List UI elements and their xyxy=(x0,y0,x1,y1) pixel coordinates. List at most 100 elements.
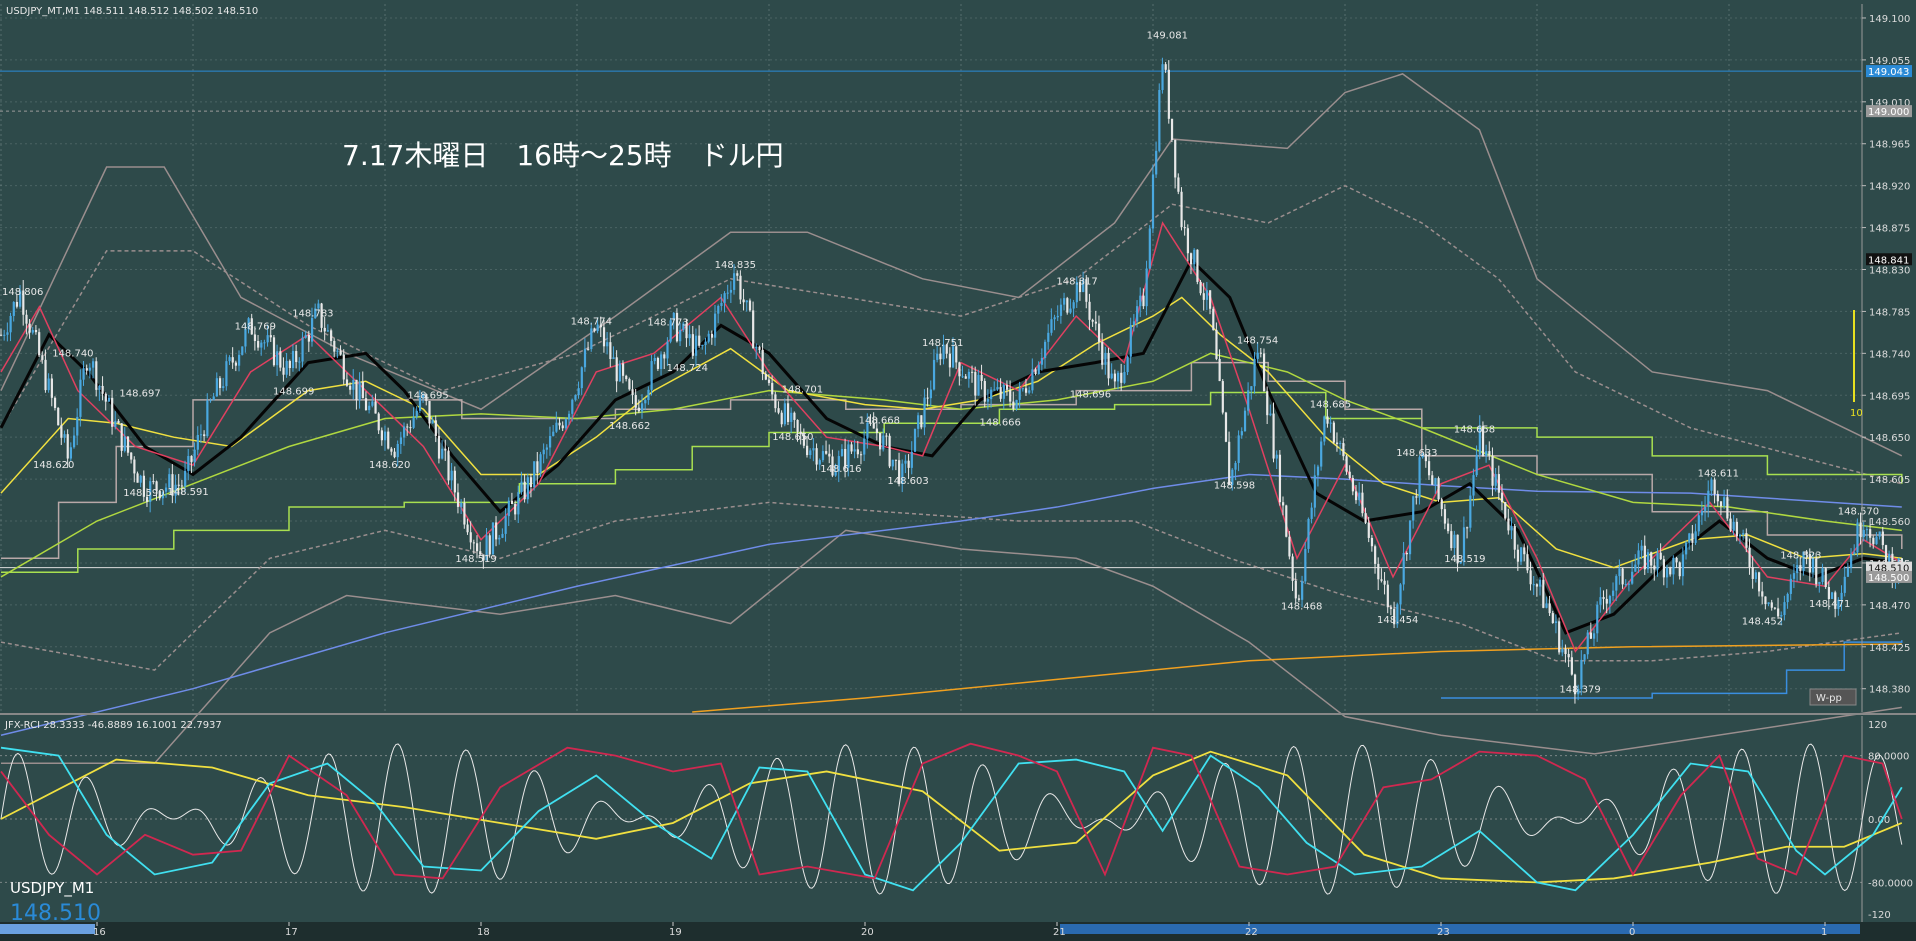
wpp-label-text: W-pp xyxy=(1816,693,1842,704)
candle-up xyxy=(368,405,371,411)
time-tick-label: 18 xyxy=(477,927,490,938)
candle-down xyxy=(390,448,393,452)
swing-price-label: 148.699 xyxy=(273,387,314,398)
candle-up xyxy=(1453,534,1456,549)
candle-up xyxy=(790,412,793,422)
candle-down xyxy=(437,435,441,459)
candle-up xyxy=(539,454,542,473)
candle-up xyxy=(1021,388,1024,390)
candle-down xyxy=(66,434,69,459)
candle-up xyxy=(923,397,926,428)
swing-price-label: 148.590 xyxy=(123,488,164,499)
candle-down xyxy=(475,543,479,552)
candle-up xyxy=(517,492,520,515)
candle-up xyxy=(247,318,250,329)
candle-down xyxy=(234,362,238,366)
candle-up xyxy=(1612,590,1615,596)
candle-down xyxy=(342,354,345,380)
candle-down xyxy=(1488,451,1491,456)
candle-down xyxy=(872,423,875,429)
candle-up xyxy=(114,420,117,427)
candle-up xyxy=(901,463,904,485)
rci-tick-label: 0.00 xyxy=(1868,815,1890,826)
candle-up xyxy=(396,443,399,458)
candle-down xyxy=(1799,565,1802,572)
candle-up xyxy=(840,448,844,457)
candle-up xyxy=(422,394,425,398)
candle-down xyxy=(1669,567,1672,575)
candle-up xyxy=(501,533,504,538)
candle-down xyxy=(879,432,882,450)
candle-down xyxy=(1034,369,1037,375)
candle-down xyxy=(1764,596,1767,605)
candle-up xyxy=(193,449,196,463)
candle-down xyxy=(1202,293,1205,300)
candle-down xyxy=(587,348,590,350)
candle-down xyxy=(133,459,136,474)
candle-down xyxy=(1440,499,1443,510)
candle-up xyxy=(187,456,190,471)
candle-up xyxy=(1634,564,1637,572)
indicator-lines xyxy=(0,73,1903,764)
candles xyxy=(0,57,1903,704)
candle-down xyxy=(1745,533,1748,548)
candle-up xyxy=(1688,533,1691,543)
candle-up xyxy=(1418,457,1421,498)
candle-down xyxy=(1288,536,1291,557)
candle-up xyxy=(1358,492,1361,501)
candle-down xyxy=(272,337,276,366)
swing-price-label: 148.697 xyxy=(119,388,160,399)
candle-down xyxy=(1872,537,1875,545)
price-tick-label: 148.785 xyxy=(1869,307,1910,318)
candle-up xyxy=(1599,597,1602,605)
candle-up xyxy=(1075,281,1078,303)
candle-down xyxy=(1466,527,1469,529)
candle-up xyxy=(1592,633,1596,639)
candle-up xyxy=(1615,576,1618,591)
candle-down xyxy=(656,357,660,369)
candle-down xyxy=(771,382,774,395)
candle-down xyxy=(1285,505,1288,537)
candle-down xyxy=(983,381,986,402)
candle-down xyxy=(101,385,104,394)
candle-down xyxy=(1456,534,1459,564)
candle-up xyxy=(1237,435,1240,463)
candle-down xyxy=(875,428,879,433)
candle-down xyxy=(1735,521,1738,537)
candle-down xyxy=(1529,570,1532,585)
candle-up xyxy=(809,450,812,456)
candle-down xyxy=(1751,567,1754,579)
rci-tick-label: 80.0000 xyxy=(1868,752,1909,763)
candle-down xyxy=(1383,580,1386,585)
mid-ma-lightgreen-line xyxy=(0,352,1902,578)
candle-up xyxy=(1462,527,1466,562)
candle-up xyxy=(1710,479,1713,491)
candle-up xyxy=(222,386,225,388)
candle-up xyxy=(92,361,95,368)
candle-up xyxy=(812,448,815,451)
candle-up xyxy=(548,436,552,448)
candle-up xyxy=(237,354,241,366)
candle-up xyxy=(1193,249,1196,265)
candle-up xyxy=(1681,554,1685,577)
candle-down xyxy=(739,275,742,300)
candle-up xyxy=(1028,390,1031,393)
candle-down xyxy=(364,398,368,411)
candle-up xyxy=(1231,469,1234,486)
candle-down xyxy=(282,367,285,375)
candle-up xyxy=(263,342,266,344)
rci-price-label: 148.510 xyxy=(10,901,101,926)
candle-up xyxy=(1047,332,1050,342)
candle-down xyxy=(1218,358,1221,382)
candle-down xyxy=(1386,584,1389,608)
candle-down xyxy=(120,423,123,451)
candle-down xyxy=(218,378,222,388)
candle-down xyxy=(1675,557,1678,563)
candle-up xyxy=(618,363,621,382)
price-tick-label: 148.740 xyxy=(1869,349,1910,360)
candle-up xyxy=(228,357,231,362)
candle-down xyxy=(558,422,561,426)
candle-up xyxy=(1148,228,1151,269)
candle-up xyxy=(818,460,821,465)
